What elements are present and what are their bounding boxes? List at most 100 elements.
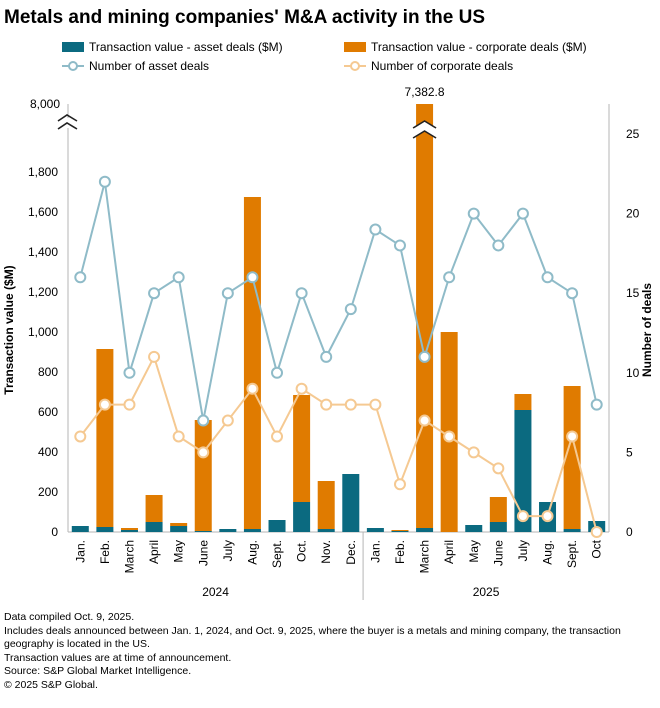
bar-asset-value bbox=[71, 526, 89, 532]
axes: 8,00002004006008001,0001,2001,4001,6001,… bbox=[2, 97, 654, 539]
legend-label-asset_value: Transaction value - asset deals ($M) bbox=[89, 40, 283, 54]
marker-corp_count bbox=[566, 430, 579, 443]
year-group-label: 2025 bbox=[473, 585, 500, 599]
bar-corporate-value bbox=[145, 495, 163, 522]
bar-corporate-value bbox=[293, 395, 311, 502]
note-source: Source: S&P Global Market Intelligence. bbox=[4, 665, 192, 678]
bar-corporate-value bbox=[317, 481, 335, 529]
legend-marker-corp_count bbox=[350, 61, 360, 71]
y-left-tick-label: 1,000 bbox=[28, 325, 58, 339]
marker-corp_count bbox=[172, 430, 185, 443]
marker-asset_count bbox=[393, 239, 406, 252]
marker-corp_count bbox=[516, 510, 529, 523]
x-tick-label: Dec. bbox=[344, 540, 358, 565]
marker-corp_count bbox=[320, 398, 333, 411]
x-tick-label: Jan. bbox=[368, 540, 382, 563]
bar-corporate-value bbox=[243, 197, 261, 529]
marker-corp_count bbox=[418, 414, 431, 427]
x-tick-label: March bbox=[418, 540, 432, 573]
chart-canvas: Transaction value - asset deals ($M) Tran… bbox=[2, 40, 654, 600]
note-compiled: Data compiled Oct. 9, 2025. bbox=[4, 611, 135, 623]
y-right-tick-label: 20 bbox=[626, 207, 640, 221]
legend-swatch-asset_value bbox=[62, 42, 84, 52]
y-right-tick-label: 10 bbox=[626, 366, 640, 380]
legend-label-corp_count: Number of corporate deals bbox=[371, 59, 513, 73]
bar-asset-value bbox=[563, 529, 581, 532]
bar-corporate-value bbox=[514, 394, 532, 410]
bar-corporate-value bbox=[563, 386, 581, 529]
y-left-tick-label: 400 bbox=[38, 445, 58, 459]
marker-asset_count bbox=[369, 223, 382, 236]
bar-asset-value bbox=[416, 528, 434, 532]
x-tick-label: Oct bbox=[590, 539, 604, 558]
lines bbox=[74, 175, 603, 538]
bar-asset-value bbox=[170, 526, 188, 532]
bar-break-mark bbox=[412, 120, 437, 139]
y-left-tick-label: 1,800 bbox=[28, 165, 58, 179]
marker-asset_count bbox=[320, 350, 333, 363]
marker-asset_count bbox=[246, 271, 259, 284]
bar-asset-value bbox=[219, 529, 237, 532]
marker-asset_count bbox=[98, 175, 111, 188]
marker-asset_count bbox=[467, 207, 480, 220]
bar-annotation: 7,382.8 bbox=[405, 85, 445, 99]
note-values: Transaction values are at time of announ… bbox=[4, 651, 232, 664]
x-tick-label: July bbox=[221, 540, 235, 561]
marker-asset_count bbox=[123, 366, 136, 379]
line-asset_count bbox=[79, 181, 598, 421]
year-group-label: 2024 bbox=[202, 585, 229, 599]
footnotes: Data compiled Oct. 9, 2025. Includes dea… bbox=[4, 611, 660, 693]
bar-asset-value bbox=[366, 528, 384, 532]
bar-asset-value bbox=[317, 529, 335, 532]
legend-swatch-corp_value bbox=[344, 42, 366, 52]
y-right-tick-label: 0 bbox=[626, 525, 633, 539]
marker-asset_count bbox=[541, 271, 554, 284]
x-tick-label: Jan. bbox=[73, 540, 87, 563]
x-tick-label: March bbox=[122, 540, 136, 573]
marker-corp_count bbox=[148, 350, 161, 363]
bar-asset-value bbox=[120, 530, 138, 532]
bars: 7,382.8 bbox=[71, 85, 606, 532]
marker-corp_count bbox=[590, 526, 603, 538]
marker-corp_count bbox=[492, 462, 505, 475]
marker-corp_count bbox=[271, 430, 284, 443]
bar-asset-value bbox=[243, 529, 261, 532]
bar-asset-value bbox=[96, 527, 114, 532]
legend: Transaction value - asset deals ($M) Tran… bbox=[62, 40, 587, 73]
x-tick-label: Aug. bbox=[245, 540, 259, 565]
marker-asset_count bbox=[492, 239, 505, 252]
marker-asset_count bbox=[271, 366, 284, 379]
bar-asset-value bbox=[268, 520, 286, 532]
bar-corporate-value bbox=[170, 523, 188, 526]
bar-asset-value bbox=[342, 474, 360, 532]
marker-asset_count bbox=[295, 287, 308, 300]
bar-asset-value bbox=[391, 531, 409, 532]
y-left-tick-label: 800 bbox=[38, 365, 58, 379]
y-right-tick-label: 15 bbox=[626, 286, 640, 300]
y-left-tick-label: 1,400 bbox=[28, 245, 58, 259]
x-tick-label: Oct. bbox=[295, 540, 309, 562]
marker-asset_count bbox=[516, 207, 529, 220]
marker-corp_count bbox=[74, 430, 87, 443]
x-tick-label: June bbox=[196, 540, 210, 566]
marker-corp_count bbox=[369, 398, 382, 411]
bar-corporate-value bbox=[416, 104, 434, 528]
marker-asset_count bbox=[344, 303, 357, 316]
x-tick-label: April bbox=[147, 540, 161, 564]
marker-asset_count bbox=[172, 271, 185, 284]
marker-corp_count bbox=[344, 398, 357, 411]
legend-label-asset_count: Number of asset deals bbox=[89, 59, 209, 73]
chart-title: Metals and mining companies' M&A activit… bbox=[4, 7, 486, 28]
bar-asset-value bbox=[514, 410, 532, 532]
marker-corp_count bbox=[393, 478, 406, 491]
marker-corp_count bbox=[443, 430, 456, 443]
y-left-break-label: 8,000 bbox=[30, 97, 60, 111]
marker-asset_count bbox=[148, 287, 161, 300]
marker-corp_count bbox=[295, 382, 308, 395]
x-tick-label: Sept. bbox=[270, 540, 284, 568]
line-corp_count bbox=[79, 354, 598, 533]
y-right-tick-label: 25 bbox=[626, 127, 640, 141]
x-tick-label: Aug. bbox=[541, 540, 555, 565]
note-copyright: © 2025 S&P Global. bbox=[4, 678, 98, 691]
bar-asset-value bbox=[465, 525, 483, 532]
